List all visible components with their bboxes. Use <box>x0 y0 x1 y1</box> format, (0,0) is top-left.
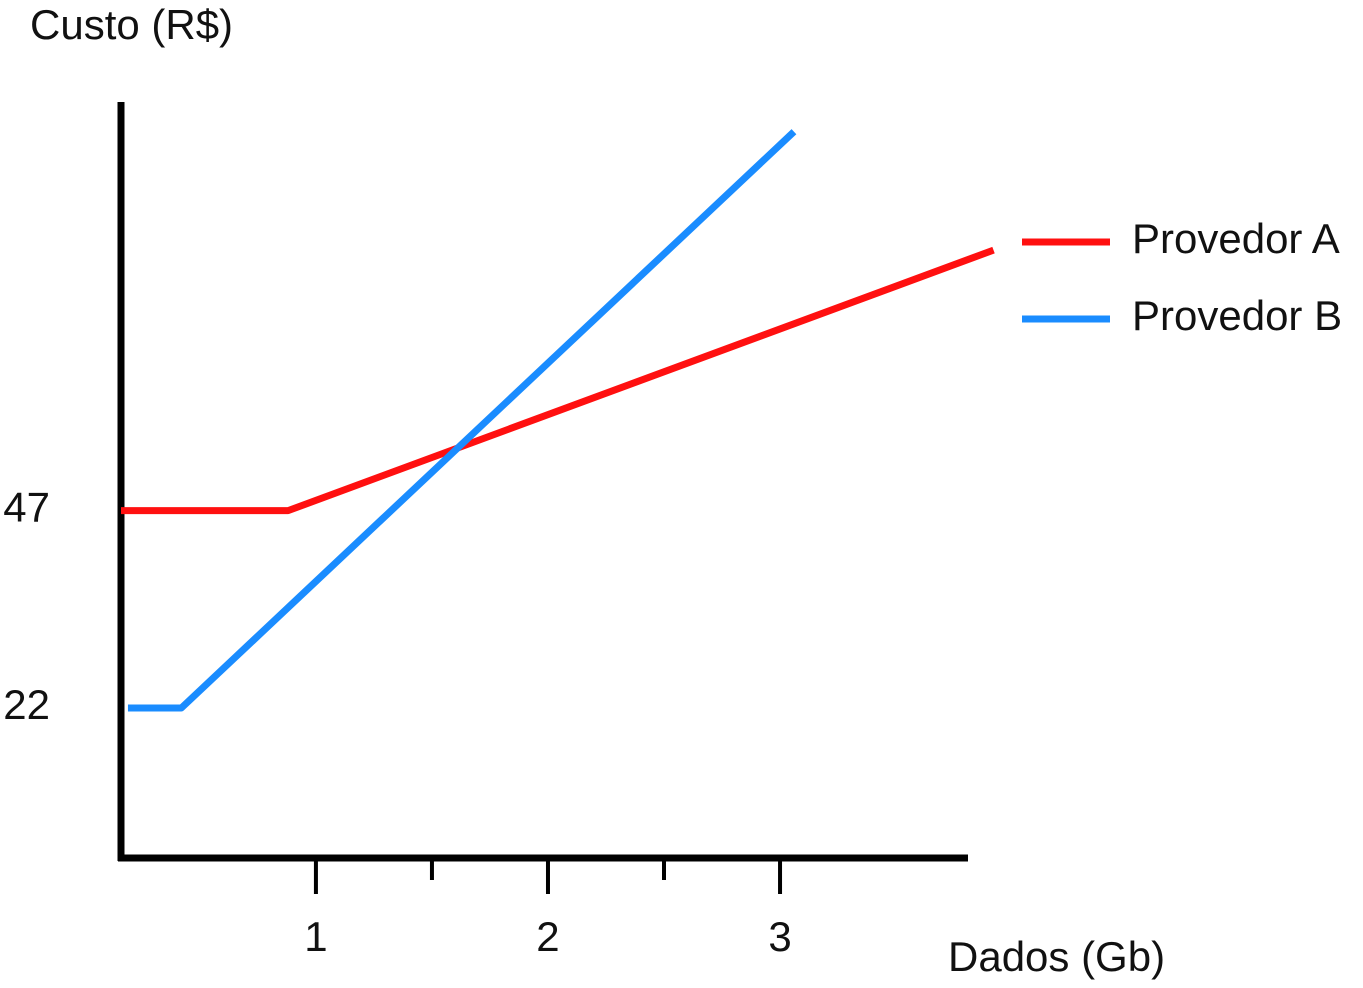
series-line <box>127 129 797 712</box>
x-tick-label: 1 <box>304 913 327 960</box>
series-line <box>121 246 995 515</box>
y-tick-label: 22 <box>3 681 50 728</box>
y-axis-label: Custo (R$) <box>30 1 233 48</box>
legend-label: Provedor B <box>1132 292 1342 339</box>
legend-label: Provedor A <box>1132 215 1340 262</box>
x-axis-label: Dados (Gb) <box>948 933 1165 980</box>
x-tick-label: 2 <box>536 913 559 960</box>
x-tick-label: 3 <box>768 913 791 960</box>
y-tick-label: 47 <box>3 484 50 531</box>
